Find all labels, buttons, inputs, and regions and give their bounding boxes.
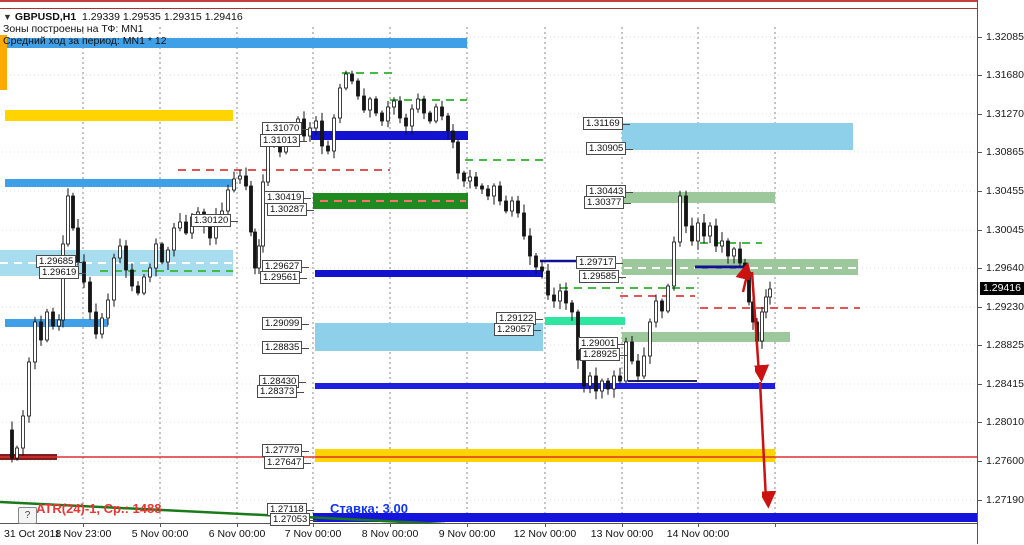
time-axis-tick bbox=[160, 523, 161, 527]
time-axis-tick bbox=[545, 523, 546, 527]
price-axis-label: 1.29640 bbox=[986, 262, 1024, 274]
price-axis-label: 1.28825 bbox=[986, 339, 1024, 351]
symbol-marker-icon: ▼ bbox=[3, 12, 12, 22]
price-axis-label: 1.31270 bbox=[986, 108, 1024, 120]
price-axis-tick bbox=[978, 191, 982, 192]
time-axis-label: 14 Nov 00:00 bbox=[666, 528, 730, 540]
price-axis-label: 1.31680 bbox=[986, 69, 1024, 81]
time-axis-label: 8 Nov 00:00 bbox=[361, 528, 419, 540]
price-axis-label: 1.30455 bbox=[986, 185, 1024, 197]
chart-header: ▼ GBPUSD,H1 1.29339 1.29535 1.29315 1.294… bbox=[3, 11, 243, 47]
ohlc-close: 1.29416 bbox=[204, 11, 243, 23]
time-axis-tick bbox=[390, 523, 391, 527]
time-axis-label: 5 Nov 00:00 bbox=[131, 528, 189, 540]
stake-label: Ставка: 3.00 bbox=[330, 501, 408, 516]
price-axis-label: 1.32085 bbox=[986, 31, 1024, 43]
time-axis-label: 7 Nov 00:00 bbox=[284, 528, 342, 540]
time-axis-label: 12 Nov 00:00 bbox=[513, 528, 577, 540]
time-axis-label: 13 Nov 00:00 bbox=[590, 528, 654, 540]
price-axis-tick bbox=[978, 384, 982, 385]
indicator-average-line: Средний ход за период: MN1 * 12 bbox=[3, 35, 167, 47]
time-axis-label: 6 Nov 00:00 bbox=[208, 528, 266, 540]
price-axis-tick bbox=[978, 37, 982, 38]
help-button[interactable]: ? bbox=[18, 507, 37, 524]
time-axis-tick bbox=[83, 523, 84, 527]
symbol-title: GBPUSD,H1 bbox=[14, 11, 77, 23]
ohlc-high: 1.29535 bbox=[122, 11, 161, 23]
price-axis-tick bbox=[978, 75, 982, 76]
price-axis-tick bbox=[978, 152, 982, 153]
price-axis-label: 1.28415 bbox=[986, 378, 1024, 390]
time-axis-tick bbox=[237, 523, 238, 527]
time-axis[interactable]: 31 Oct 2018 1 Nov 23:00 5 Nov 00:00 6 Nov 0… bbox=[0, 523, 977, 545]
time-axis-tick bbox=[313, 523, 314, 527]
price-axis-tick bbox=[978, 268, 982, 269]
price-axis-tick bbox=[978, 345, 982, 346]
price-axis-label: 1.27600 bbox=[986, 455, 1024, 467]
atr-indicator-label: ATR(24)-1, Ср.: 1488 bbox=[36, 501, 162, 516]
indicator-zones-line: Зоны построены на ТФ: MN1 bbox=[3, 23, 144, 35]
time-axis-label: 31 Oct 2018 bbox=[4, 528, 62, 540]
current-price-badge: 1.29416 bbox=[980, 282, 1024, 295]
price-axis-label: 1.29230 bbox=[986, 301, 1024, 313]
price-axis-label: 1.30045 bbox=[986, 224, 1024, 236]
price-axis[interactable]: 1.29416 1.32085 1.31680 1.31270 1.30865 1.30… bbox=[977, 0, 1024, 544]
time-axis-tick bbox=[698, 523, 699, 527]
time-axis-label: 1 Nov 23:00 bbox=[54, 528, 112, 540]
price-axis-tick bbox=[978, 461, 982, 462]
price-axis-label: 1.28010 bbox=[986, 416, 1024, 428]
time-axis-tick bbox=[622, 523, 623, 527]
price-axis-tick bbox=[978, 500, 982, 501]
time-axis-label: 9 Nov 00:00 bbox=[438, 528, 496, 540]
ohlc-low: 1.29315 bbox=[163, 11, 202, 23]
time-axis-tick bbox=[467, 523, 468, 527]
time-axis-tick bbox=[775, 523, 776, 527]
price-axis-label: 1.30865 bbox=[986, 146, 1024, 158]
chart-frame-border bbox=[0, 8, 1024, 9]
window-top-border bbox=[0, 0, 1024, 2]
price-axis-tick bbox=[978, 114, 982, 115]
supply-demand-zones bbox=[0, 35, 977, 522]
price-axis-tick bbox=[978, 422, 982, 423]
price-axis-label: 1.27190 bbox=[986, 494, 1024, 506]
trendline bbox=[0, 500, 446, 526]
projection-arrows bbox=[743, 271, 766, 500]
symbol-ohlc-line: ▼ GBPUSD,H1 1.29339 1.29535 1.29315 1.294… bbox=[3, 11, 243, 23]
price-axis-tick bbox=[978, 307, 982, 308]
candlesticks bbox=[10, 70, 772, 463]
price-axis-tick bbox=[978, 230, 982, 231]
ohlc-open: 1.29339 bbox=[82, 11, 120, 23]
